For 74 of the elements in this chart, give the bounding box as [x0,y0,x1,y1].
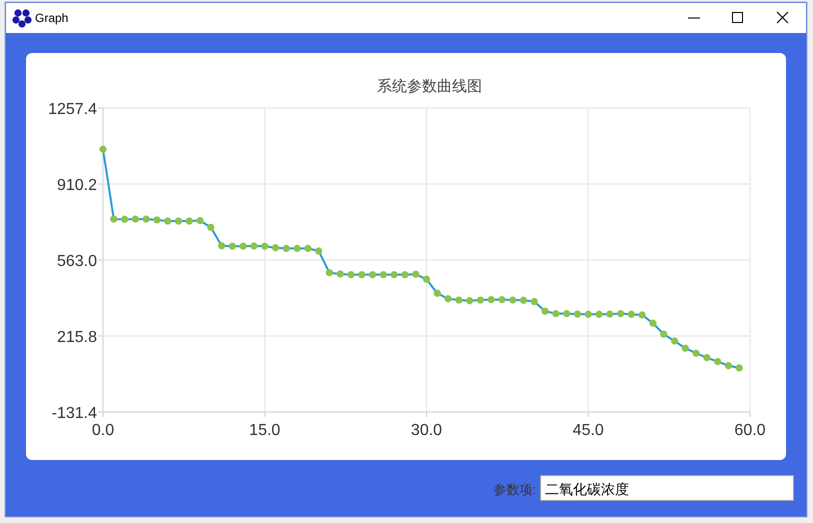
point [542,308,549,315]
point [606,310,614,318]
point [638,311,646,319]
point [509,296,516,304]
point [380,271,387,278]
point [476,296,484,304]
point [120,216,128,223]
point [153,216,161,224]
point [736,364,743,372]
point [488,296,495,304]
point [240,242,247,250]
point [186,217,193,225]
point [724,362,732,370]
point [315,247,322,255]
point [99,146,107,153]
point [422,276,430,283]
y-tick-label: 1257.4 [48,101,98,118]
point [692,350,700,357]
chart-title: 系统参数曲线图 [377,78,482,95]
point [649,320,657,327]
x-tick-label: 45.0 [572,422,604,439]
point [670,337,678,345]
point [530,298,538,306]
point [132,215,139,223]
text: 二氧化碳浓度 [545,481,629,497]
point [584,310,592,318]
point [455,296,462,304]
point [498,296,506,304]
point [574,310,582,318]
text: 参数项: [493,482,536,497]
point [390,271,398,278]
point [595,310,603,318]
point [682,344,689,352]
text: Graph [35,11,68,25]
point [444,295,452,302]
point [261,242,268,250]
y-tick-label: 910.2 [56,177,98,194]
point [660,330,668,338]
point [294,244,301,252]
point [336,270,344,278]
point [218,242,226,250]
point [520,296,528,304]
x-tick-label: 15.0 [249,422,280,439]
y-tick-label: 215.8 [56,329,98,346]
point [174,217,182,225]
point [368,271,376,278]
point [110,215,118,223]
point [164,217,172,225]
point [347,271,355,278]
point [196,217,204,224]
x-tick-label: 60.0 [734,422,766,439]
point [358,271,366,278]
y-tick-label: -131.4 [52,405,98,422]
y-tick-label: 563.0 [56,253,98,270]
point [228,242,236,250]
point [401,271,409,278]
point [412,270,420,278]
point [703,354,710,362]
point [304,244,312,252]
point [617,310,624,318]
point [326,269,334,276]
point [142,215,150,223]
point [563,310,570,318]
point [466,297,474,304]
point [714,358,722,366]
x-tick-label: 30.0 [410,422,442,439]
point [207,224,214,231]
x-tick-label: 0.0 [92,422,114,439]
point [272,244,280,252]
point [434,290,441,297]
point [628,310,635,318]
point [282,244,290,252]
point [250,242,258,250]
point [552,310,560,318]
